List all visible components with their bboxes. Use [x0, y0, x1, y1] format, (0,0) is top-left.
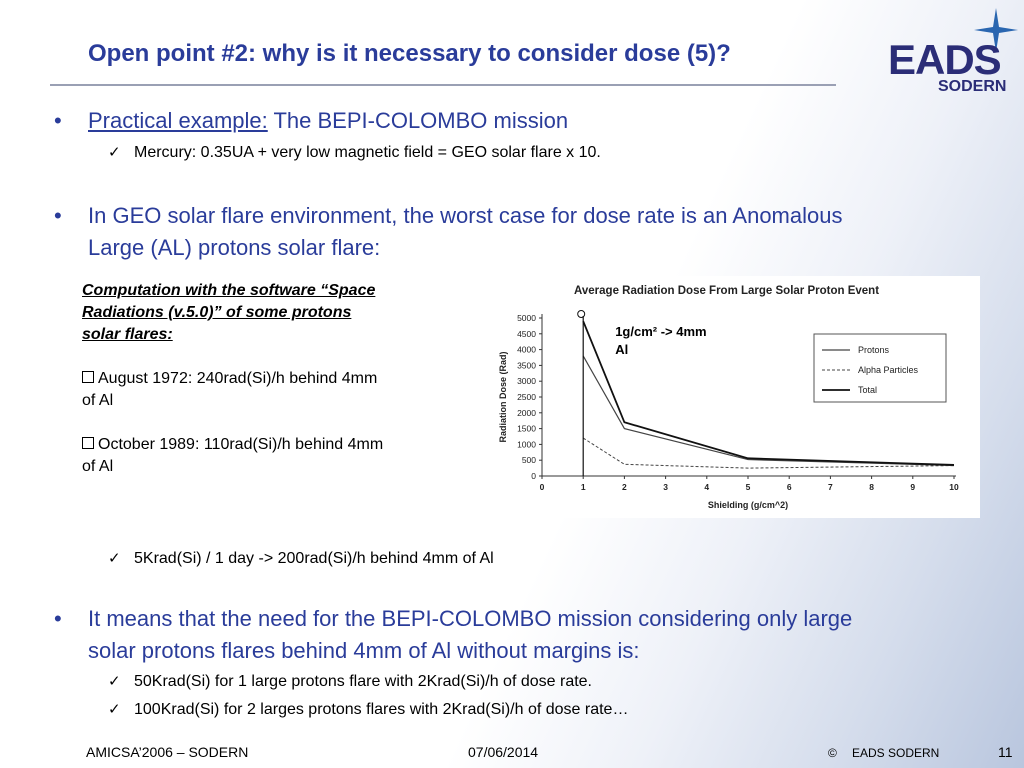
bullet-dot: • [54, 108, 62, 133]
check-icon: ✓ [108, 701, 121, 718]
footer-company: EADS SODERN [852, 746, 940, 760]
bullet-geo-environment: • In GEO solar flare environment, the wo… [54, 200, 843, 264]
computation-heading-line3: solar flares: [82, 326, 173, 343]
check-icon: ✓ [108, 673, 121, 690]
logo-wordmark: EADS [888, 36, 1002, 83]
x-tick-label: 1 [581, 482, 586, 492]
sub-item-100krad: ✓ 100Krad(Si) for 2 larges protons flare… [108, 699, 629, 721]
october-text: October 1989: 110rad(Si)/h behind 4mm [98, 436, 384, 453]
footer-date: 07/06/2014 [468, 744, 539, 760]
y-tick-label: 1000 [517, 439, 536, 449]
y-tick-label: 2500 [517, 392, 536, 402]
x-tick-label: 4 [704, 482, 709, 492]
x-tick-label: 8 [869, 482, 874, 492]
star-icon [974, 8, 1018, 52]
checkbox-icon [82, 437, 94, 449]
need-text-line1: It means that the need for the BEPI-COLO… [88, 606, 853, 631]
computation-notes: Computation with the software “Space Rad… [82, 280, 462, 478]
y-tick-label: 500 [522, 455, 536, 465]
computation-item-august-1972: August 1972: 240rad(Si)/h behind 4mm of … [82, 368, 462, 412]
annotation-label-line2: Al [615, 342, 628, 357]
slide-title: Open point #2: why is it necessary to co… [88, 40, 731, 67]
legend-label: Protons [858, 345, 890, 355]
legend-label: Total [858, 385, 877, 395]
series-line-alpha-particles [582, 437, 955, 469]
computation-item-october-1989: October 1989: 110rad(Si)/h behind 4mm of… [82, 434, 462, 478]
x-tick-label: 9 [910, 482, 915, 492]
need-text-line2: solar protons flares behind 4mm of Al wi… [88, 638, 640, 663]
title-divider [50, 84, 836, 86]
x-tick-label: 7 [828, 482, 833, 492]
sub-item-50krad: ✓ 50Krad(Si) for 1 large protons flare w… [108, 671, 592, 693]
copyright-icon: © [828, 746, 837, 760]
check-icon: ✓ [108, 144, 121, 161]
footer-conference: AMICSA’2006 – SODERN [86, 744, 249, 760]
chart-svg: Average Radiation Dose From Large Solar … [498, 285, 959, 510]
y-tick-label: 1500 [517, 424, 536, 434]
bullet-dot: • [54, 203, 62, 228]
x-tick-label: 10 [949, 482, 959, 492]
x-tick-label: 2 [622, 482, 627, 492]
series-line-protons [582, 355, 955, 467]
bullet-bepi-colombo-need: • It means that the need for the BEPI-CO… [54, 603, 853, 667]
checkbox-icon [82, 371, 94, 383]
legend-label: Alpha Particles [858, 365, 919, 375]
radiation-dose-chart: Average Radiation Dose From Large Solar … [484, 276, 980, 518]
sub-item-5krad: ✓ 5Krad(Si) / 1 day -> 200rad(Si)/h behi… [108, 548, 494, 570]
geo-text-line2: Large (AL) protons solar flare: [88, 235, 381, 260]
practical-example-label: Practical example: [88, 108, 268, 133]
x-axis-label: Shielding (g/cm^2) [708, 500, 788, 510]
annotation-label-line1: 1g/cm² -> 4mm [615, 324, 706, 339]
bullet-practical-example: • Practical example: The BEPI-COLOMBO mi… [54, 105, 569, 137]
y-axis-label: Radiation Dose (Rad) [498, 351, 508, 442]
august-text: August 1972: 240rad(Si)/h behind 4mm [98, 370, 378, 387]
x-tick-label: 5 [746, 482, 751, 492]
logo-subtitle: SODERN [938, 78, 1007, 95]
100krad-text: 100Krad(Si) for 2 larges protons flares … [134, 701, 629, 718]
y-tick-label: 4000 [517, 345, 536, 355]
x-tick-label: 3 [663, 482, 668, 492]
bullet-dot: • [54, 606, 62, 631]
x-tick-label: 6 [787, 482, 792, 492]
october-text-cont: of Al [82, 458, 114, 475]
annotation-marker [577, 310, 586, 318]
check-icon: ✓ [108, 550, 121, 567]
y-tick-label: 2000 [517, 408, 536, 418]
50krad-text: 50Krad(Si) for 1 large protons flare wit… [134, 673, 592, 690]
computation-heading-line2: Radiations (v.5.0)” of some protons [82, 304, 352, 321]
bepi-colombo-text: The BEPI-COLOMBO mission [267, 108, 569, 133]
computation-heading-line1: Computation with the software “Space [82, 282, 376, 299]
august-text-cont: of Al [82, 392, 114, 409]
page-number: 11 [998, 744, 1013, 760]
series-line-total [582, 320, 955, 466]
company-logo: EADS SODERN [880, 8, 1020, 102]
mercury-text: Mercury: 0.35UA + very low magnetic fiel… [134, 144, 601, 161]
y-tick-label: 5000 [517, 313, 536, 323]
sub-item-mercury: ✓ Mercury: 0.35UA + very low magnetic fi… [108, 142, 601, 164]
5krad-text: 5Krad(Si) / 1 day -> 200rad(Si)/h behind… [134, 550, 494, 567]
y-tick-label: 0 [531, 471, 536, 481]
y-tick-label: 4500 [517, 329, 536, 339]
x-tick-label: 0 [540, 482, 545, 492]
geo-text-line1: In GEO solar flare environment, the wors… [88, 203, 843, 228]
y-tick-label: 3000 [517, 376, 536, 386]
chart-title: Average Radiation Dose From Large Solar … [574, 285, 879, 297]
y-tick-label: 3500 [517, 360, 536, 370]
